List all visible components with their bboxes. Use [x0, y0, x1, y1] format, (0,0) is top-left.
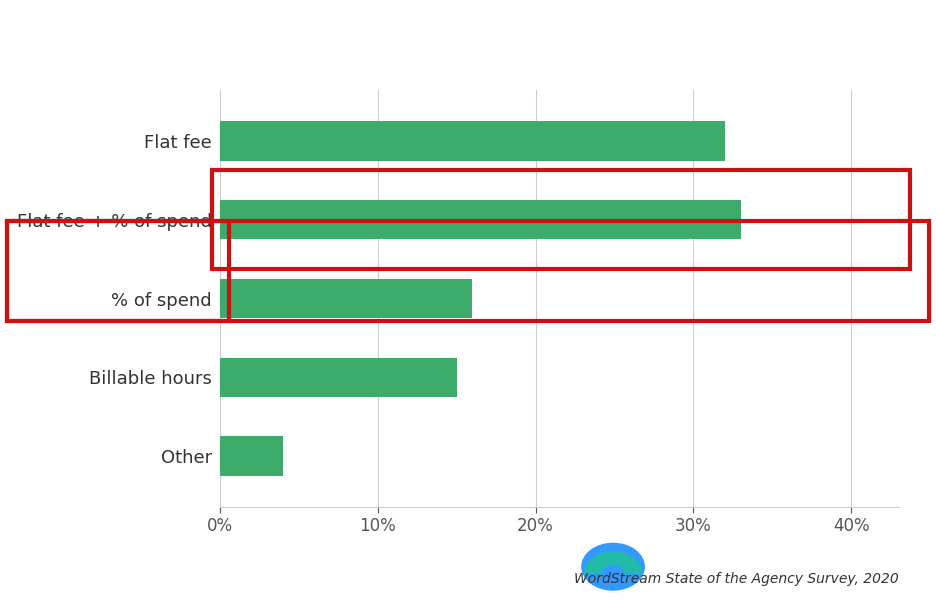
Text: WordStream: WordStream: [683, 545, 850, 569]
Text: by LOCALiQ: by LOCALiQ: [688, 577, 757, 590]
Bar: [220, 436, 283, 476]
Bar: [220, 358, 457, 397]
Bar: [220, 279, 473, 318]
Bar: [220, 200, 740, 239]
Text: WordStream State of the Agency Survey, 2020: WordStream State of the Agency Survey, 2…: [574, 572, 899, 586]
Circle shape: [580, 542, 646, 592]
Bar: [220, 121, 725, 161]
Text: How do you price your PPC services: How do you price your PPC services: [103, 25, 833, 59]
Wedge shape: [585, 552, 641, 574]
